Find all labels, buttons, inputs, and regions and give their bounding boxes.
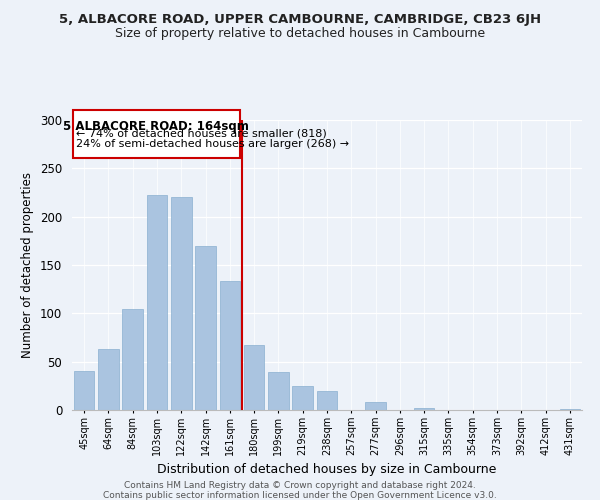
Text: Contains HM Land Registry data © Crown copyright and database right 2024.: Contains HM Land Registry data © Crown c… (124, 481, 476, 490)
Bar (195, 246, 216, 410)
X-axis label: Distribution of detached houses by size in Cambourne: Distribution of detached houses by size … (157, 464, 497, 476)
Bar (171, 198, 191, 410)
Text: Size of property relative to detached houses in Cambourne: Size of property relative to detached ho… (115, 28, 485, 40)
Text: 24% of semi-detached houses are larger (268) →: 24% of semi-detached houses are larger (… (76, 140, 349, 149)
Text: Contains public sector information licensed under the Open Government Licence v3: Contains public sector information licen… (103, 491, 497, 500)
Bar (220, 282, 240, 410)
Bar (122, 310, 143, 410)
Text: ← 74% of detached houses are smaller (818): ← 74% of detached houses are smaller (81… (76, 128, 326, 138)
Bar (560, 409, 580, 410)
Bar (268, 372, 289, 410)
Bar (292, 386, 313, 410)
Y-axis label: Number of detached properties: Number of detached properties (22, 172, 34, 358)
Bar (146, 196, 167, 410)
Bar (73, 110, 239, 158)
Bar (74, 372, 94, 410)
Bar (244, 345, 265, 410)
Bar (365, 402, 386, 410)
Text: 5 ALBACORE ROAD: 164sqm: 5 ALBACORE ROAD: 164sqm (64, 120, 250, 133)
Bar (414, 408, 434, 410)
Text: 5, ALBACORE ROAD, UPPER CAMBOURNE, CAMBRIDGE, CB23 6JH: 5, ALBACORE ROAD, UPPER CAMBOURNE, CAMBR… (59, 12, 541, 26)
Bar (317, 390, 337, 410)
Bar (98, 349, 119, 410)
